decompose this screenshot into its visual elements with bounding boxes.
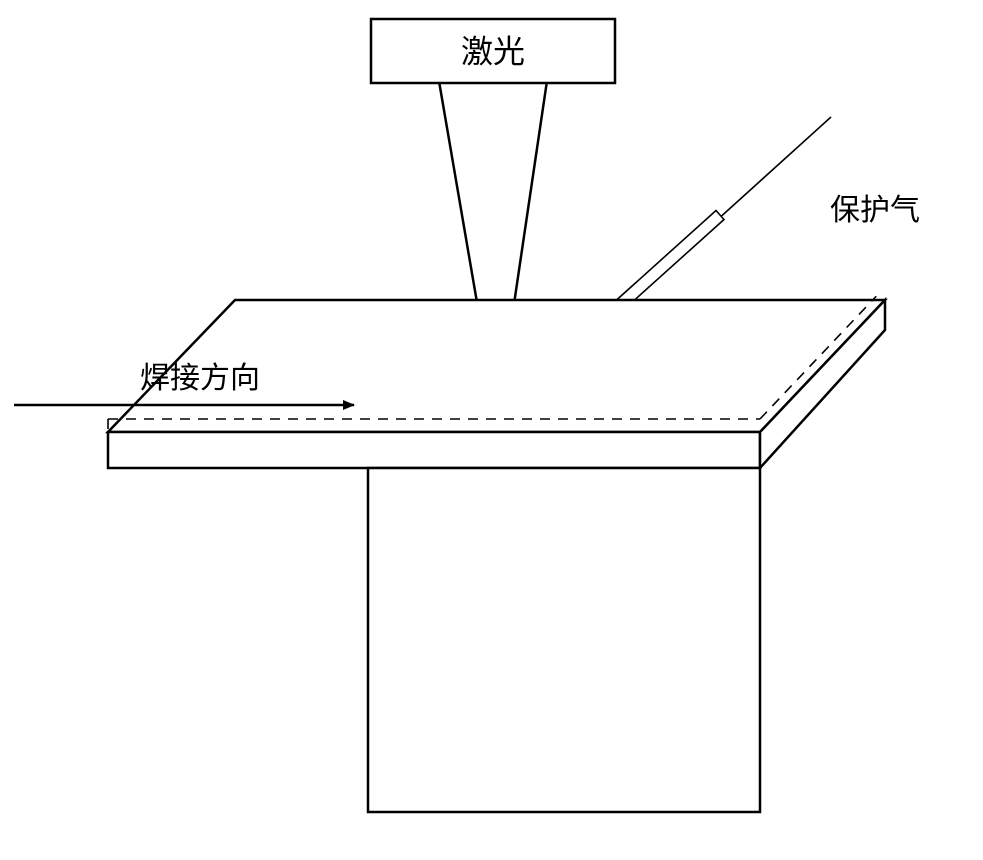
vertical-plate-front <box>368 468 760 812</box>
shield-gas-label: 保护气 <box>830 194 920 227</box>
top-plate-front-face <box>108 432 760 468</box>
gas-nozzle <box>616 211 724 310</box>
weld-direction-label: 焊接方向 <box>140 362 260 395</box>
laser-label: 激光 <box>461 34 525 70</box>
